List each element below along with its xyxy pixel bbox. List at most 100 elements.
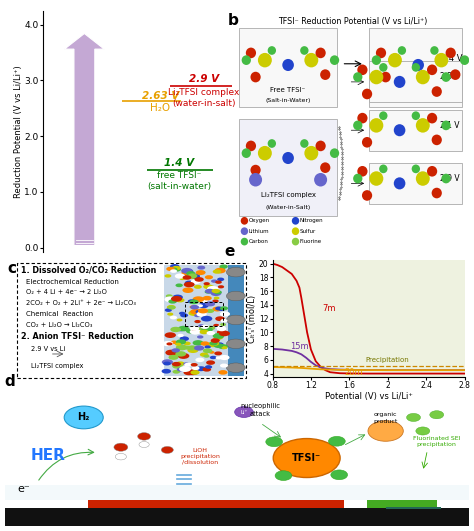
Circle shape (250, 72, 261, 82)
Circle shape (163, 341, 173, 346)
Circle shape (221, 346, 228, 349)
Circle shape (180, 277, 185, 280)
Circle shape (190, 309, 201, 314)
Circle shape (292, 217, 299, 225)
Circle shape (235, 407, 253, 417)
Circle shape (246, 141, 256, 151)
Circle shape (353, 121, 363, 130)
FancyArrow shape (64, 33, 104, 245)
Circle shape (203, 296, 212, 301)
Circle shape (203, 348, 212, 353)
Bar (369, 62, 462, 102)
Circle shape (227, 339, 246, 348)
Circle shape (427, 166, 437, 177)
Circle shape (183, 269, 193, 274)
Circle shape (201, 341, 210, 346)
Circle shape (197, 336, 203, 339)
Circle shape (194, 277, 204, 282)
Circle shape (216, 342, 224, 347)
Text: Sulfur: Sulfur (300, 229, 316, 234)
Text: 2.9 V: 2.9 V (189, 74, 219, 84)
Circle shape (182, 270, 190, 274)
Circle shape (205, 301, 215, 306)
Circle shape (190, 329, 201, 335)
Circle shape (427, 64, 437, 75)
Circle shape (186, 271, 195, 276)
Circle shape (164, 296, 176, 302)
Circle shape (194, 285, 202, 289)
Circle shape (170, 264, 179, 269)
Text: (salt-in-water): (salt-in-water) (147, 182, 211, 191)
Text: H₂O: H₂O (150, 103, 170, 113)
Bar (239, 119, 337, 216)
Bar (386, 507, 441, 509)
Circle shape (394, 177, 405, 190)
Circle shape (214, 297, 219, 299)
Circle shape (166, 294, 173, 298)
Circle shape (394, 124, 405, 136)
Circle shape (170, 316, 177, 319)
Circle shape (304, 53, 319, 67)
Circle shape (220, 364, 228, 367)
Circle shape (219, 264, 228, 269)
Circle shape (182, 275, 191, 280)
Circle shape (205, 290, 212, 294)
Circle shape (170, 327, 181, 332)
Circle shape (268, 139, 276, 148)
Text: LiOH
precipitation
/dissolution: LiOH precipitation /dissolution (180, 448, 220, 465)
Circle shape (173, 267, 181, 271)
Circle shape (181, 268, 193, 273)
Circle shape (416, 70, 430, 84)
Circle shape (192, 296, 204, 302)
Circle shape (214, 290, 222, 294)
Bar (164, 265, 244, 376)
Circle shape (203, 284, 213, 289)
Text: e⁻: e⁻ (17, 484, 30, 494)
Text: O₂ + 4 Li + 4e⁻ → 2 Li₂O: O₂ + 4 Li + 4e⁻ → 2 Li₂O (26, 289, 107, 295)
Circle shape (208, 285, 215, 289)
Text: 7m: 7m (322, 304, 336, 313)
Circle shape (165, 309, 172, 312)
Circle shape (187, 370, 199, 375)
Circle shape (207, 286, 219, 292)
Circle shape (416, 118, 430, 133)
Circle shape (434, 53, 448, 67)
Circle shape (197, 304, 203, 307)
Circle shape (430, 46, 438, 55)
Circle shape (242, 55, 251, 65)
Circle shape (283, 59, 294, 71)
Circle shape (220, 306, 228, 310)
Circle shape (369, 172, 383, 186)
Circle shape (176, 298, 184, 303)
Circle shape (369, 118, 383, 133)
Circle shape (203, 282, 210, 285)
Text: Carbon: Carbon (248, 239, 268, 244)
Circle shape (199, 298, 208, 303)
Text: Oxygen: Oxygen (248, 218, 270, 224)
Circle shape (241, 227, 248, 235)
Text: Fluorine: Fluorine (300, 239, 322, 244)
Text: c: c (7, 261, 16, 276)
Circle shape (164, 332, 176, 338)
Circle shape (209, 351, 215, 354)
Circle shape (357, 166, 367, 177)
Circle shape (427, 113, 437, 123)
Circle shape (227, 363, 246, 373)
Text: Li₂TFSI complex: Li₂TFSI complex (261, 192, 316, 198)
Text: Li₂TFSI complex: Li₂TFSI complex (168, 88, 239, 97)
Y-axis label: Reduction Potential (V vs Li/Li⁺): Reduction Potential (V vs Li/Li⁺) (14, 65, 23, 198)
Circle shape (320, 70, 330, 80)
Circle shape (200, 271, 205, 273)
Circle shape (218, 285, 224, 288)
Circle shape (192, 340, 203, 346)
Circle shape (176, 345, 188, 350)
Circle shape (165, 350, 177, 356)
Circle shape (187, 345, 197, 350)
Circle shape (204, 345, 211, 348)
Text: Lithium: Lithium (248, 229, 269, 234)
Circle shape (388, 53, 402, 67)
Circle shape (215, 280, 222, 284)
Text: 2.1 V: 2.1 V (440, 121, 460, 130)
Circle shape (182, 270, 191, 276)
Circle shape (198, 303, 209, 309)
